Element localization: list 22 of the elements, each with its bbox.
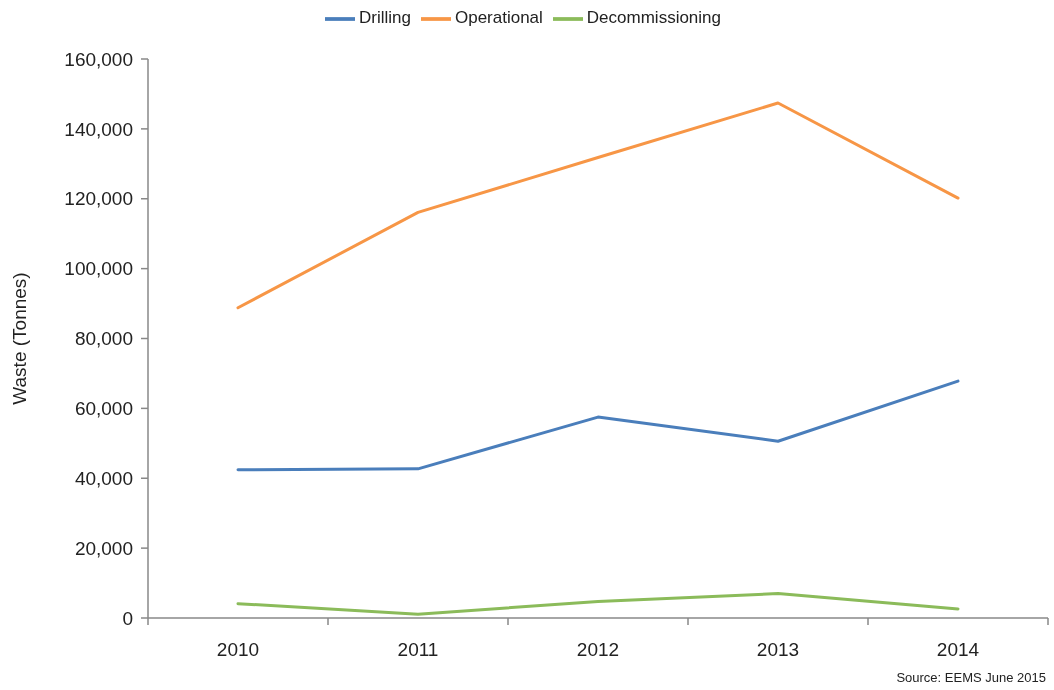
y-tick-label: 40,000 <box>74 467 133 489</box>
x-tick-label: 2011 <box>397 639 439 660</box>
legend-label: Decommissioning <box>586 8 722 28</box>
y-tick-label: 0 <box>122 607 133 629</box>
legend-label: Operational <box>454 8 543 28</box>
y-axis-title: Waste (Tonnes) <box>9 272 30 405</box>
y-tick-label: 60,000 <box>74 398 133 420</box>
x-tick-label: 2013 <box>756 639 800 660</box>
x-tick-label: 2014 <box>936 639 980 660</box>
line-series <box>236 379 960 472</box>
x-tick-label: 2012 <box>576 639 620 660</box>
y-tick-label: 120,000 <box>64 188 133 210</box>
line-series <box>236 592 960 616</box>
y-tick-label: 140,000 <box>64 118 133 140</box>
y-tick-label: 80,000 <box>74 328 133 350</box>
line-series <box>236 101 960 310</box>
x-tick-label: 2010 <box>216 639 260 660</box>
legend-label: Drilling <box>358 8 411 28</box>
y-tick-label: 160,000 <box>64 48 133 70</box>
source-note: Source: EEMS June 2015 <box>895 670 1047 686</box>
y-tick-label: 20,000 <box>74 537 133 559</box>
y-tick-label: 100,000 <box>64 258 133 280</box>
